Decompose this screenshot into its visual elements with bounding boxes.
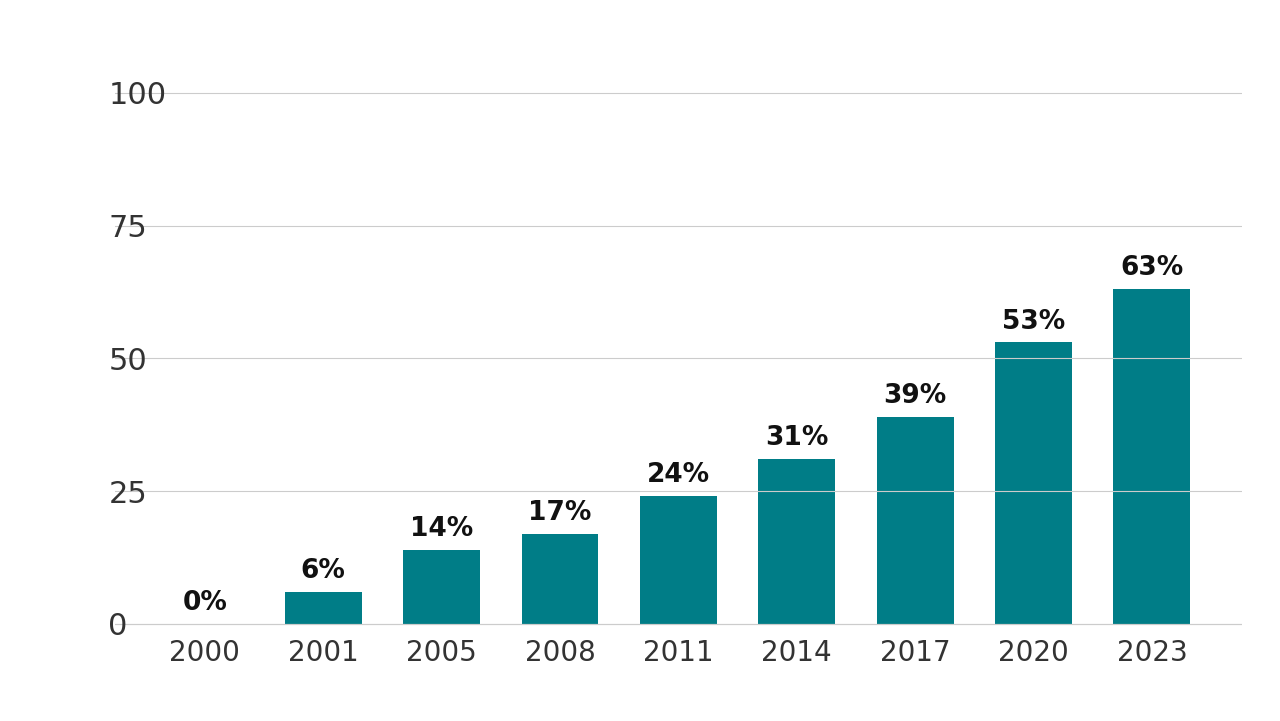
Bar: [877, 417, 954, 624]
Text: 17%: 17%: [529, 500, 591, 526]
Text: 0%: 0%: [183, 590, 228, 616]
Bar: [758, 459, 836, 624]
Text: 24%: 24%: [646, 462, 710, 489]
Text: 39%: 39%: [883, 383, 947, 409]
Bar: [640, 497, 717, 624]
Bar: [403, 549, 480, 624]
Bar: [995, 342, 1073, 624]
Bar: [521, 534, 599, 624]
Text: 6%: 6%: [301, 558, 346, 584]
Text: 53%: 53%: [1002, 309, 1065, 335]
Bar: [284, 592, 362, 624]
Text: 31%: 31%: [765, 425, 828, 451]
Bar: [1114, 289, 1190, 624]
Text: 63%: 63%: [1120, 255, 1184, 281]
Text: 14%: 14%: [410, 516, 474, 541]
